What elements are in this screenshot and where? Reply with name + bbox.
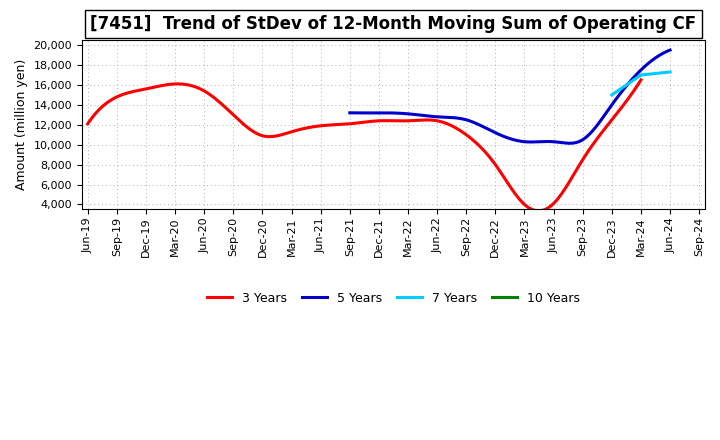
- Legend: 3 Years, 5 Years, 7 Years, 10 Years: 3 Years, 5 Years, 7 Years, 10 Years: [202, 287, 585, 310]
- Y-axis label: Amount (million yen): Amount (million yen): [15, 59, 28, 191]
- Title: [7451]  Trend of StDev of 12-Month Moving Sum of Operating CF: [7451] Trend of StDev of 12-Month Moving…: [91, 15, 696, 33]
